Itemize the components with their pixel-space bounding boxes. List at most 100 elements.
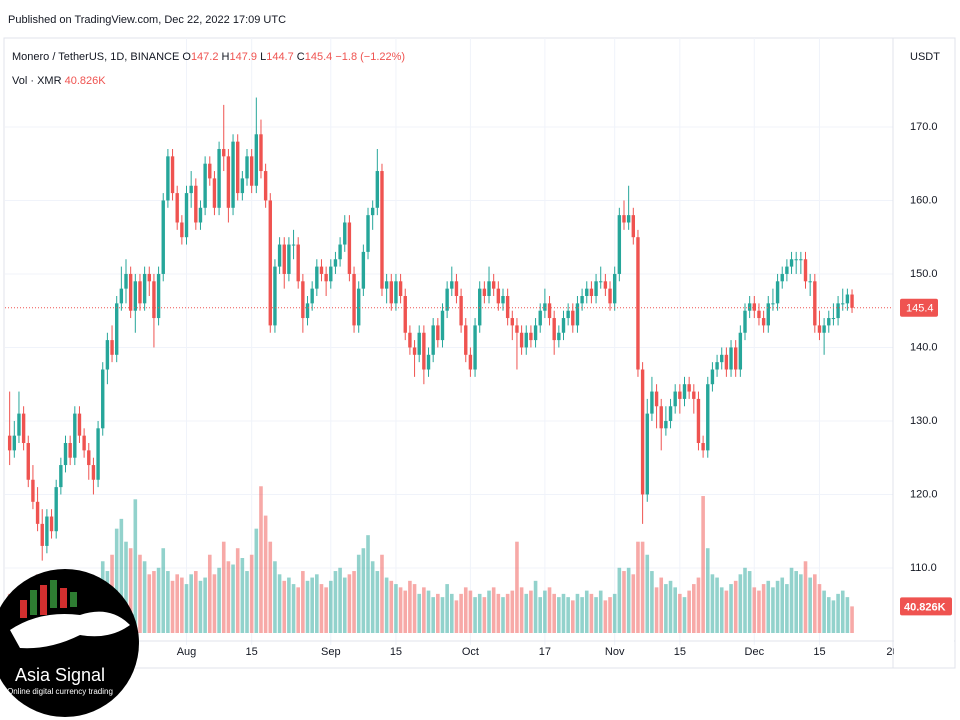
volume-bar (719, 587, 724, 633)
volume-bar (543, 590, 547, 633)
volume-bar (831, 600, 836, 633)
candle-body (73, 413, 77, 458)
volume-bar (524, 593, 529, 633)
candle-body (110, 340, 114, 355)
candle-body (585, 288, 589, 296)
x-tick-label: Nov (605, 646, 625, 658)
x-tick-label: Oct (462, 646, 479, 658)
candle-body (31, 479, 35, 502)
volume-bar (650, 571, 654, 633)
volume-bar (594, 597, 598, 633)
candle-body (370, 207, 375, 216)
candle-body (128, 273, 133, 311)
volume-tag-label: 40.826K (904, 601, 946, 613)
candle-body (40, 523, 44, 546)
volume-bar (612, 593, 617, 633)
logo-candle (70, 592, 77, 607)
ohlc-field: L (260, 51, 267, 63)
ohlc-field: C (296, 51, 305, 63)
volume-bar (794, 571, 798, 633)
volume-bar (203, 577, 207, 633)
candle-body (412, 347, 417, 355)
volume-bar (840, 590, 845, 633)
volume-bar (589, 593, 594, 633)
volume-bar (664, 584, 668, 633)
candle-body (640, 369, 645, 495)
volume-bar (166, 571, 170, 633)
volume-bar (207, 554, 212, 633)
volume-bar (575, 593, 580, 633)
candle-body (398, 281, 403, 296)
candle-body (631, 215, 636, 238)
candle-body (450, 281, 454, 289)
volume-bar (189, 574, 193, 633)
candle-body (417, 332, 421, 355)
volume-bar (491, 587, 496, 633)
ohlc-value: 147.2 (190, 51, 219, 63)
candle-body (538, 310, 542, 326)
volume-bar (403, 590, 408, 633)
candle-body (491, 281, 496, 289)
candle-body (659, 406, 663, 429)
candle-body (473, 325, 477, 370)
volume-bar (626, 567, 631, 633)
volume-bar (352, 571, 356, 633)
y-tick-label: 150.0 (910, 268, 938, 280)
volume-bar (375, 571, 380, 633)
logo-candle (50, 580, 57, 608)
volume-bar (826, 597, 831, 633)
candle-body (836, 303, 840, 319)
candle-body (198, 207, 203, 223)
y-tick-label: 170.0 (910, 121, 938, 133)
candle-body (775, 281, 780, 304)
candle-body (319, 266, 324, 274)
candle-body (21, 413, 26, 444)
volume-bar (640, 541, 645, 633)
ohlc-field: H (221, 51, 230, 63)
candle-body (357, 288, 361, 326)
candle-body (706, 384, 710, 451)
candle-body (575, 303, 580, 326)
candle-body (212, 178, 217, 208)
candle-body (515, 325, 519, 333)
candle-body (87, 450, 91, 466)
candle-body (263, 171, 268, 201)
volume-bar (724, 590, 729, 633)
candle-body (45, 516, 49, 546)
candle-body (208, 163, 212, 179)
volume-bar (361, 548, 366, 633)
candle-body (496, 288, 501, 304)
volume-bar (701, 496, 705, 633)
candle-body (733, 347, 738, 370)
volume-bar (445, 584, 449, 633)
candle-body (12, 435, 17, 451)
volume-bar (226, 561, 231, 633)
candle-body (482, 288, 487, 296)
candle-body (315, 266, 319, 289)
volume-bar (603, 600, 608, 633)
volume-bar (757, 590, 761, 633)
candle-body (780, 273, 784, 282)
volume-bar (789, 567, 794, 633)
ohlc-value: 147.9 (229, 51, 258, 63)
candle-body (7, 435, 12, 451)
candle-body (324, 273, 328, 282)
candle-body (636, 237, 640, 370)
last-price-tag (900, 298, 938, 317)
volume-bar (487, 590, 491, 633)
volume-bar (268, 541, 273, 633)
candle-body (729, 347, 733, 370)
candle-body (180, 222, 184, 238)
volume-bar (636, 541, 640, 633)
candle-body (813, 281, 817, 326)
volume-bar (310, 577, 314, 633)
candle-body (194, 185, 198, 223)
candle-body (26, 443, 30, 480)
volume-bar (747, 571, 752, 633)
candle-body (524, 332, 528, 348)
candle-body (114, 303, 119, 355)
candle-body (156, 273, 161, 319)
candle-body (133, 281, 138, 311)
candle-body (217, 148, 221, 208)
